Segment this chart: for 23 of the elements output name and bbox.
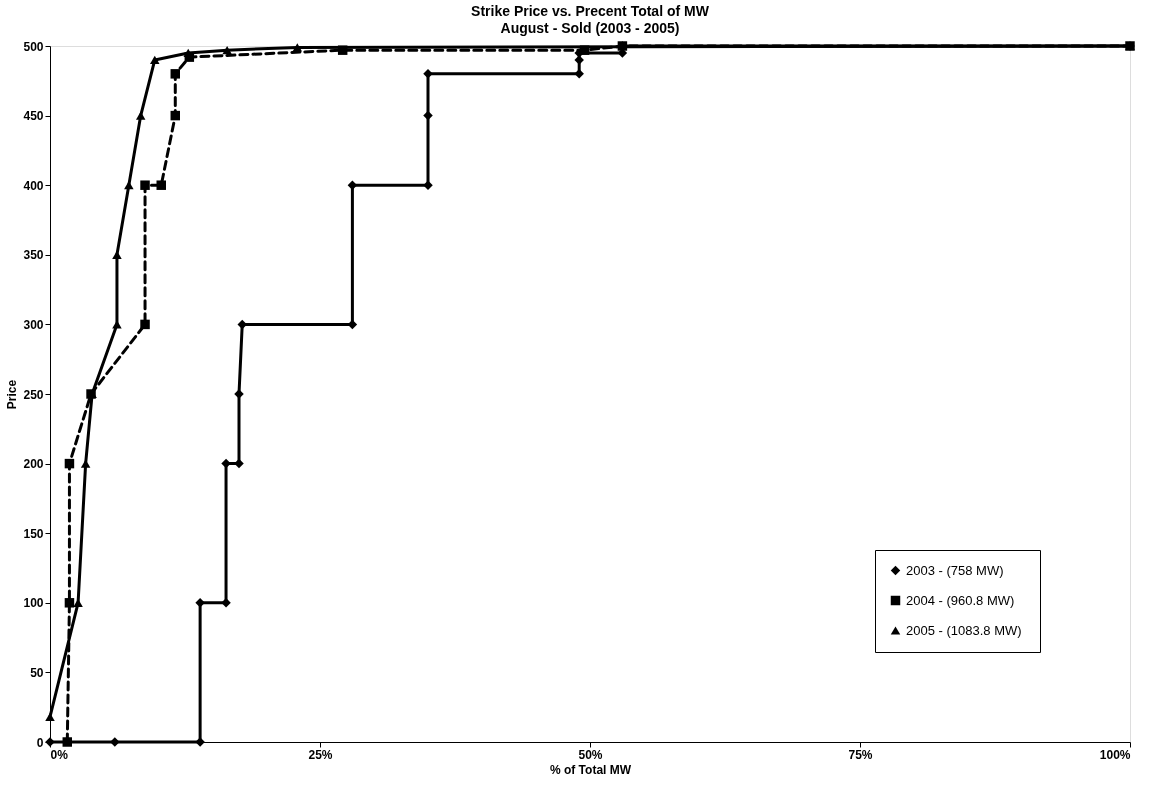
y-axis-title: Price <box>5 379 20 410</box>
y-tick-label: 500 <box>23 39 44 54</box>
y-tick-label: 150 <box>23 526 44 541</box>
x-tick-label: 25% <box>308 747 333 762</box>
y-tick-label: 250 <box>23 387 44 402</box>
y-tick-label: 300 <box>23 317 44 332</box>
x-tick-label: 50% <box>578 747 603 762</box>
legend-label: 2004 - (960.8 MW) <box>906 592 1015 608</box>
x-tick-label: 75% <box>848 747 873 762</box>
y-tick-label: 350 <box>23 248 44 263</box>
x-tick-label: 100% <box>1099 747 1131 762</box>
legend-label: 2005 - (1083.8 MW) <box>906 622 1022 638</box>
y-tick-label: 450 <box>23 109 44 124</box>
y-tick-label: 0 <box>36 735 44 750</box>
x-axis-title: % of Total MW <box>549 762 632 777</box>
y-tick-label: 400 <box>23 178 44 193</box>
x-tick-label: 0% <box>50 747 69 762</box>
y-tick-label: 100 <box>23 596 44 611</box>
y-tick-label: 50 <box>30 665 44 680</box>
chart-subtitle: August - Sold (2003 - 2005) <box>500 20 680 36</box>
legend-label: 2003 - (758 MW) <box>906 562 1004 578</box>
y-tick-label: 200 <box>23 457 44 472</box>
chart-title: Strike Price vs. Precent Total of MW <box>471 3 710 19</box>
